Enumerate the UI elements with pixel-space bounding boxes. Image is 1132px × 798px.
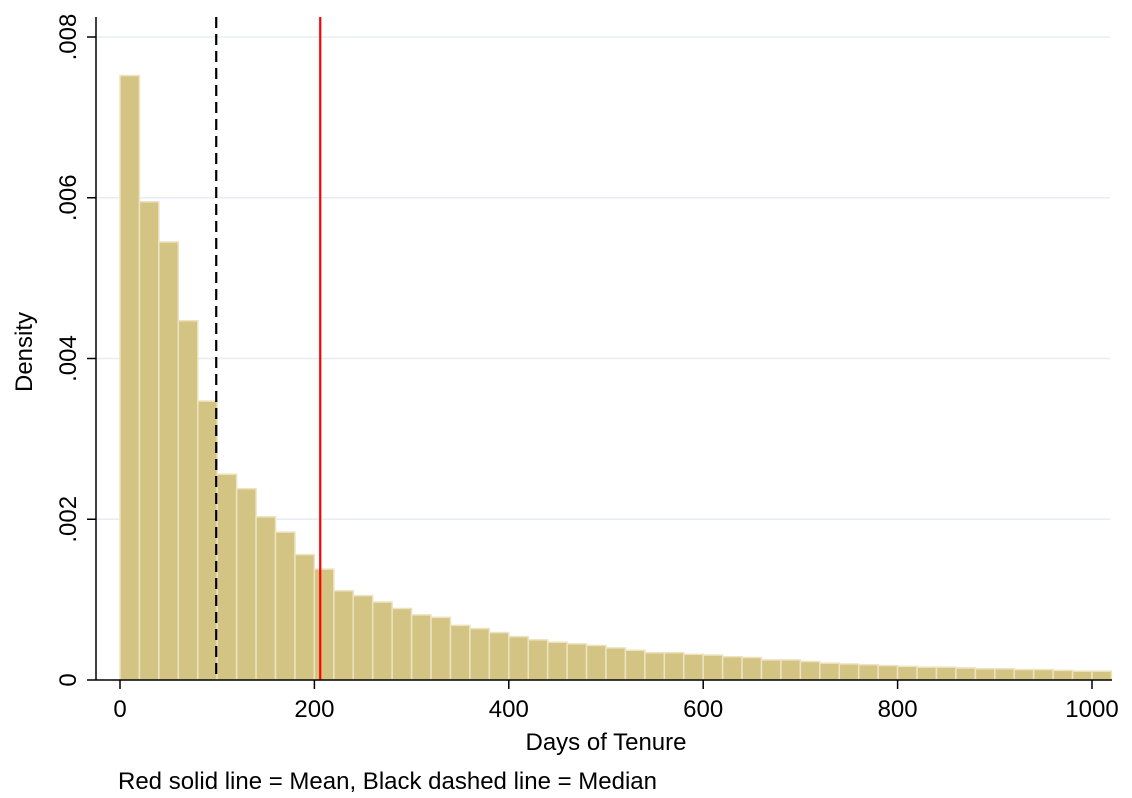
histogram-bar (1013, 668, 1035, 681)
histogram-bar (877, 664, 899, 681)
histogram-bar (255, 516, 277, 681)
histogram-bar (352, 594, 374, 681)
histogram-bar (274, 531, 296, 681)
histogram-bar (663, 651, 685, 681)
histogram-bar (741, 656, 763, 681)
histogram-bars (119, 74, 1113, 681)
histogram-bar (819, 662, 841, 681)
x-tick-label: 0 (113, 696, 126, 723)
gridlines (96, 36, 1110, 520)
histogram-bar (760, 659, 782, 681)
histogram-bar (235, 487, 257, 681)
y-tick-label: .004 (55, 335, 82, 382)
histogram-bar (721, 655, 743, 681)
histogram-bar (449, 624, 471, 681)
histogram-bar (974, 667, 996, 681)
y-tick-label: 0 (55, 673, 82, 686)
histogram-bar (371, 601, 393, 681)
histogram-bar (138, 201, 160, 681)
histogram-bar (935, 666, 957, 681)
histogram-bar (1071, 670, 1093, 681)
x-tick-label: 1000 (1065, 696, 1118, 723)
histogram-bar (994, 667, 1015, 681)
histogram-bar (508, 635, 529, 681)
histogram-bar (1091, 670, 1113, 681)
reference-lines (215, 17, 322, 680)
histogram-bar (488, 631, 510, 681)
x-tick-label: 200 (294, 696, 334, 723)
histogram-bar (585, 644, 607, 681)
histogram-bar (119, 74, 141, 681)
histogram-bar (1032, 668, 1054, 681)
histogram-bar (896, 665, 918, 681)
x-tick-label: 400 (489, 696, 529, 723)
histogram-bar (197, 400, 218, 681)
histogram-bar (294, 553, 316, 681)
histogram-bar (391, 607, 413, 681)
histogram-bar (702, 654, 724, 681)
histogram-bar (333, 590, 355, 681)
histogram-bar (683, 653, 704, 681)
y-axis-title: Density (11, 312, 38, 392)
axis-ticks: 0 200 400 600 800 1000 0 .002 .004 .006 .008 (55, 14, 1119, 723)
axes (95, 17, 1112, 681)
y-tick-label: .008 (55, 14, 82, 61)
histogram-bar (158, 241, 180, 681)
histogram-bar (624, 649, 646, 681)
histogram-bar (216, 473, 238, 681)
y-tick-label: .006 (55, 174, 82, 221)
histogram-bar (916, 666, 938, 681)
histogram-bar (1052, 669, 1074, 681)
histogram-bar (644, 651, 666, 681)
histogram-bar (546, 641, 568, 681)
histogram-bar (430, 616, 452, 681)
histogram-bar (838, 663, 860, 681)
x-tick-label: 800 (878, 696, 918, 723)
histogram-bar (469, 627, 491, 681)
histogram-bar (799, 660, 821, 681)
x-axis-title: Days of Tenure (526, 729, 687, 756)
y-tick-label: .002 (55, 496, 82, 543)
chart-note: Red solid line = Mean, Black dashed line… (118, 768, 657, 795)
x-tick-label: 600 (683, 696, 723, 723)
histogram-bar (527, 639, 549, 681)
histogram-bar (177, 319, 199, 681)
histogram-bar (955, 667, 977, 681)
histogram-bar (313, 568, 335, 681)
histogram-bar (857, 663, 879, 681)
histogram-bar (605, 647, 627, 681)
histogram-bar (780, 659, 802, 681)
histogram-bar (566, 643, 588, 681)
histogram-bar (410, 614, 432, 681)
